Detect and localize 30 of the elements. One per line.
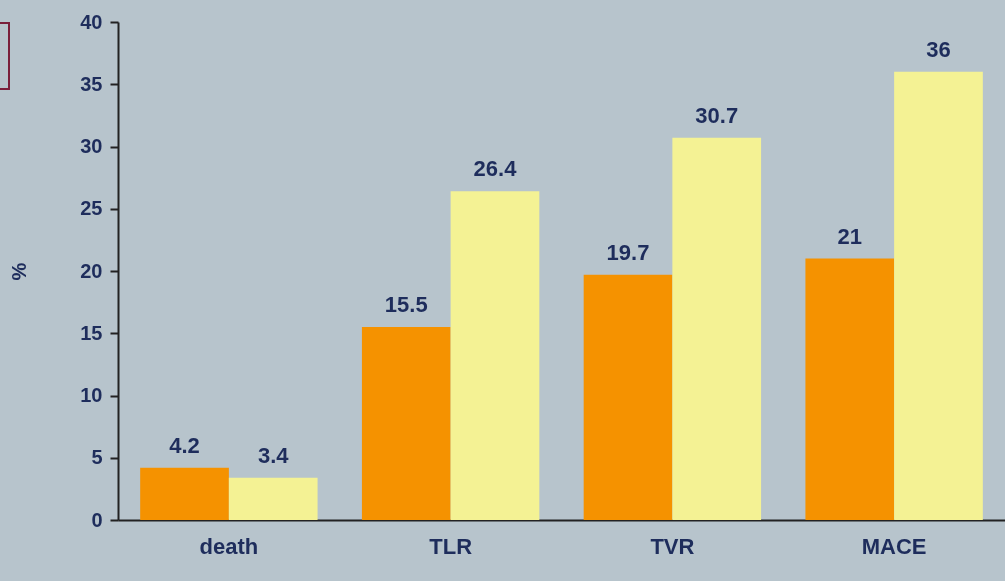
y-tick-label: 5 [91,446,103,469]
bar [583,274,673,520]
y-tick-label: 35 [80,72,103,95]
y-axis-title: % [8,262,31,281]
y-tick-label: 15 [80,321,103,344]
data-label: 21 [837,223,863,249]
bar [361,327,451,520]
data-label: 15.5 [384,292,428,318]
bar [672,137,762,520]
data-label: 19.7 [606,239,650,265]
data-label: 30.7 [695,102,739,128]
bar [894,71,983,520]
bar [450,191,540,520]
data-label: 3.4 [257,442,290,468]
x-tick-label: death [199,533,259,559]
data-label: 4.2 [169,432,200,458]
y-tick-label: 25 [80,197,103,220]
bar [140,467,229,520]
y-tick-label: 40 [80,10,103,33]
y-tick-label: 0 [91,508,103,531]
x-tick-label: MACE [861,533,927,559]
x-tick-label: TLR [429,533,473,559]
y-tick-label: 20 [80,259,103,282]
y-tick-label: 30 [80,135,103,157]
data-label: 36 [926,36,951,62]
data-label: 26.4 [473,156,518,182]
bar [228,477,318,520]
bar [805,258,895,520]
y-tick-label: 10 [80,384,103,406]
x-tick-label: TVR [650,533,695,559]
